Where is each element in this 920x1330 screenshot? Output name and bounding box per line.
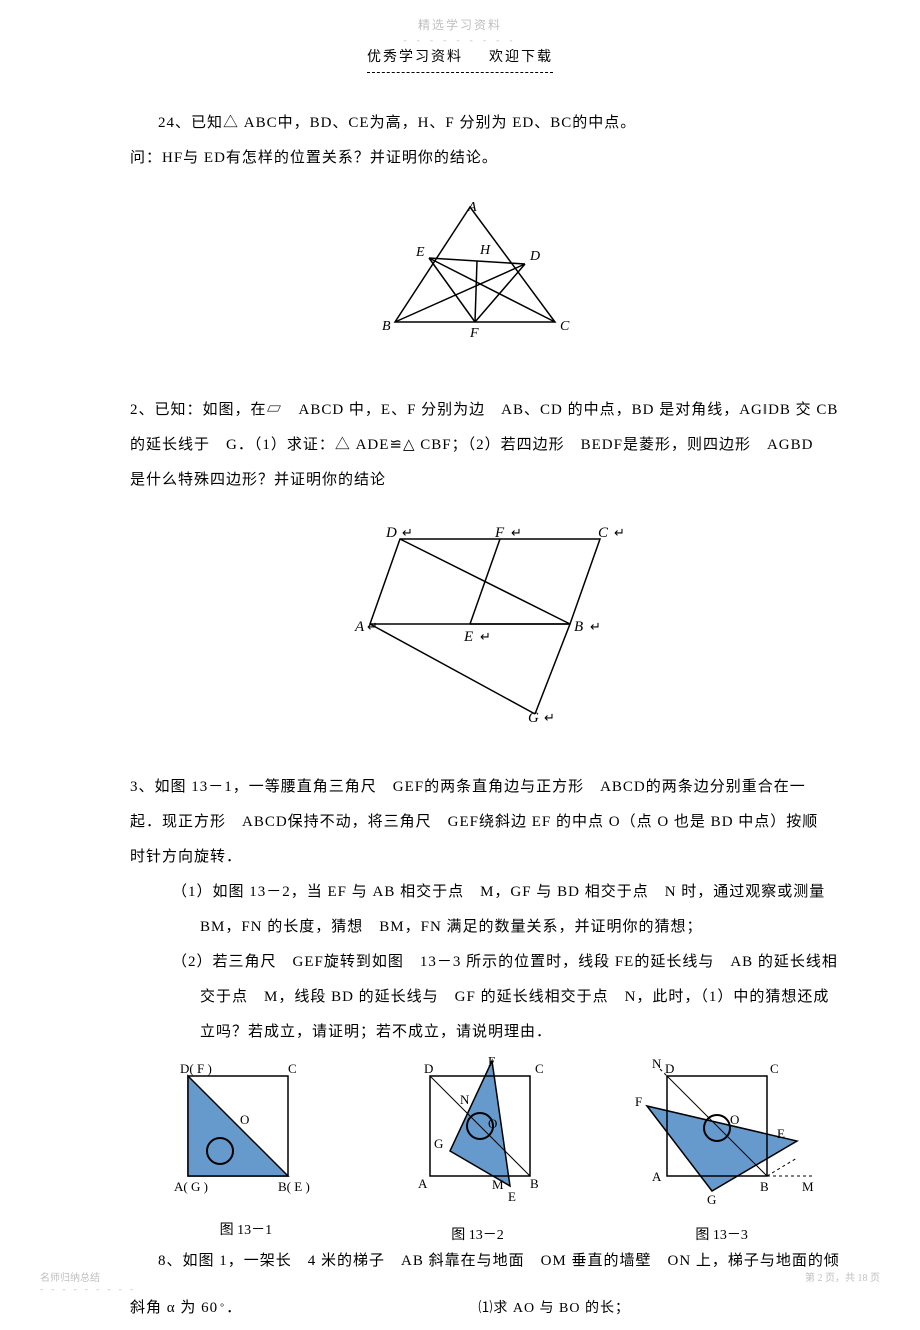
p2-line2: 的延长线于 G．（1）求证：△ ADE≌△ CBF；（2）若四边形 BEDF是菱… [130, 432, 850, 459]
svg-text:E: E [777, 1126, 785, 1141]
svg-text:G: G [528, 710, 539, 724]
svg-text:D( F ): D( F ) [180, 1061, 212, 1076]
svg-text:↵: ↵ [480, 629, 491, 644]
svg-text:M: M [802, 1179, 814, 1194]
figure-13-3: D C A B N F G E M O [622, 1056, 822, 1211]
svg-text:B: B [574, 619, 583, 635]
p3-line3: 时针方向旋转． [130, 844, 850, 871]
svg-text:↵: ↵ [544, 710, 555, 724]
header-right: 欢迎下载 [489, 50, 553, 65]
svg-text:↵: ↵ [367, 619, 378, 634]
p2-line1: 2、已知：如图，在▱ ABCD 中，E、F 分别为边 AB、CD 的中点，BD … [130, 397, 850, 424]
svg-text:B: B [760, 1179, 769, 1194]
svg-text:F: F [488, 1056, 495, 1069]
p3-line2: 起．现正方形 ABCD保持不动，将三角尺 GEF绕斜边 EF 的中点 O（点 O… [130, 809, 850, 836]
svg-text:B: B [382, 319, 391, 334]
p24-line1: 24、已知△ ABC中，BD、CE为高，H、F 分别为 ED、BC的中点。 [130, 110, 850, 137]
p2-line3: 是什么特殊四边形？并证明你的结论 [130, 467, 850, 494]
fig-caption-3: 图 13－3 [622, 1223, 822, 1248]
p3-sub1a: （1）如图 13－2，当 EF 与 AB 相交于点 M，GF 与 BD 相交于点… [130, 879, 850, 906]
svg-text:D: D [424, 1061, 433, 1076]
header-left: 优秀学习资料 [367, 50, 463, 65]
p8-line2: 斜角 α 为 60。． ⑴求 AO 与 BO 的长； [130, 1295, 850, 1322]
p24-line2: 问：HF与 ED有怎样的位置关系？并证明你的结论。 [130, 145, 850, 172]
figure-p24: A B C D E F H [380, 202, 600, 347]
svg-text:↵: ↵ [511, 525, 522, 540]
svg-text:G: G [434, 1136, 443, 1151]
svg-text:N: N [460, 1092, 470, 1107]
svg-text:A: A [354, 619, 365, 635]
svg-text:C: C [770, 1061, 779, 1076]
svg-text:C: C [598, 525, 609, 541]
fig-caption-2: 图 13－2 [390, 1223, 565, 1248]
svg-text:M: M [492, 1177, 504, 1192]
svg-text:A: A [652, 1169, 662, 1184]
fig-caption-1: 图 13－1 [158, 1218, 333, 1243]
svg-text:C: C [288, 1061, 297, 1076]
figure-row: D( F ) C A( G ) B( E ) O 图 13－1 D C A B … [130, 1056, 850, 1248]
svg-text:↵: ↵ [402, 525, 413, 540]
p3-sub1b: BM，FN 的长度，猜想 BM，FN 满足的数量关系，并证明你的猜想； [130, 914, 850, 941]
svg-text:D: D [385, 525, 397, 541]
svg-text:A: A [418, 1176, 428, 1191]
svg-text:H: H [479, 243, 491, 258]
figure-p2: D ↵ F ↵ C ↵ A ↵ E ↵ B ↵ G ↵ [340, 524, 640, 724]
svg-text:B: B [530, 1176, 539, 1191]
figure-13-1: D( F ) C A( G ) B( E ) O [158, 1056, 333, 1206]
svg-text:↵: ↵ [614, 525, 625, 540]
footer-right: 第 2 页，共 18 页 [805, 1270, 880, 1288]
svg-text:O: O [730, 1112, 739, 1127]
svg-text:O: O [488, 1116, 497, 1131]
svg-text:A: A [467, 202, 477, 215]
footer-left-dashes: - - - - - - - - - [40, 1281, 136, 1297]
p3-sub2b: 交于点 M，线段 BD 的延长线与 GF 的延长线相交于点 N，此时，（1）中的… [130, 984, 850, 1011]
svg-text:F: F [494, 525, 505, 541]
svg-text:B( E ): B( E ) [278, 1179, 310, 1194]
svg-text:D: D [529, 249, 540, 264]
p3-sub2c: 立吗？若成立，请证明；若不成立，请说明理由． [130, 1019, 850, 1046]
p8-line1: 8、如图 1，一架长 4 米的梯子 AB 斜靠在与地面 OM 垂直的墙壁 ON … [130, 1248, 850, 1275]
p3-sub2a: （2）若三角尺 GEF旋转到如图 13－3 所示的位置时，线段 FE的延长线与 … [130, 949, 850, 976]
svg-text:C: C [560, 319, 570, 334]
p3-line1: 3、如图 13－1，一等腰直角三角尺 GEF的两条直角边与正方形 ABCD的两条… [130, 774, 850, 801]
svg-text:F: F [635, 1094, 642, 1109]
svg-text:N: N [652, 1056, 662, 1071]
svg-text:E: E [508, 1189, 516, 1204]
svg-text:E: E [415, 245, 425, 260]
svg-text:G: G [707, 1192, 716, 1207]
page-header: 优秀学习资料 欢迎下载 [367, 45, 553, 73]
svg-text:↵: ↵ [590, 619, 601, 634]
content: 24、已知△ ABC中，BD、CE为高，H、F 分别为 ED、BC的中点。 问：… [130, 110, 850, 1330]
svg-text:E: E [463, 629, 473, 645]
svg-text:O: O [240, 1112, 249, 1127]
svg-text:A( G ): A( G ) [174, 1179, 208, 1194]
svg-text:C: C [535, 1061, 544, 1076]
svg-text:F: F [469, 326, 479, 341]
svg-text:D: D [665, 1061, 674, 1076]
figure-13-2: D C A B F E G M N O [390, 1056, 565, 1211]
